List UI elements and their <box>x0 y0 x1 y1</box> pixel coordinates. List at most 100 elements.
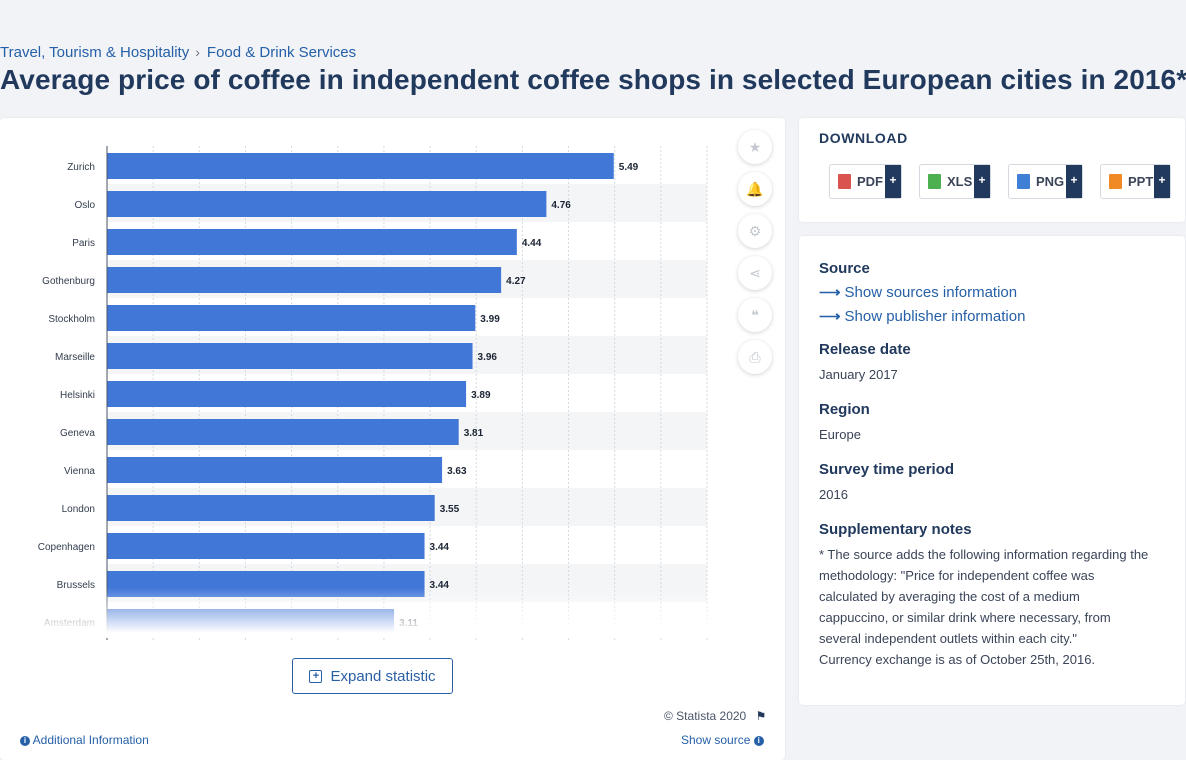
survey-period-block: Survey time period 2016 <box>819 461 1149 505</box>
value-label: 3.81 <box>464 428 484 439</box>
download-card: DOWNLOAD PDF + XLS + PNG + PPT + <box>799 118 1185 222</box>
expand-statistic-label: Expand statistic <box>330 667 436 685</box>
download-ppt-button[interactable]: PPT + <box>1100 164 1171 199</box>
bell-icon[interactable]: 🔔 <box>738 172 772 206</box>
copyright-text: © Statista 2020 <box>664 709 747 723</box>
category-label: Paris <box>72 238 95 249</box>
value-label: 3.63 <box>447 466 467 477</box>
region-value: Europe <box>819 427 861 442</box>
value-label: 3.96 <box>478 352 498 363</box>
category-label: Copenhagen <box>38 542 95 553</box>
meta-content: Source ⟶ Show sources information ⟶ Show p… <box>819 260 1149 686</box>
download-xls-button[interactable]: XLS + <box>919 164 991 199</box>
release-date-heading: Release date <box>819 341 911 358</box>
plus-square-icon: + <box>309 669 323 683</box>
supplementary-notes-text: * The source adds the following informat… <box>819 547 1149 646</box>
supplementary-notes-block: Supplementary notes * The source adds th… <box>819 521 1149 670</box>
category-label: Geneva <box>60 428 95 439</box>
category-label: Stockholm <box>48 314 95 325</box>
gear-icon[interactable]: ⚙ <box>738 214 772 248</box>
survey-period-value: 2016 <box>819 487 848 502</box>
print-glyph: ⎙ <box>749 348 761 365</box>
download-title: DOWNLOAD <box>819 130 908 146</box>
download-png-plus[interactable]: + <box>1066 165 1082 198</box>
bar[interactable] <box>107 495 435 521</box>
ppt-file-icon <box>1109 174 1122 189</box>
download-xls-label: XLS <box>947 174 973 189</box>
download-xls-plus[interactable]: + <box>974 165 990 198</box>
breadcrumb-link-travel[interactable]: Travel, Tourism & Hospitality <box>0 43 190 61</box>
share-glyph: ⋖ <box>749 264 761 281</box>
show-sources-link[interactable]: ⟶ Show sources information <box>819 283 1149 301</box>
quote-icon[interactable]: ❝ <box>738 298 772 332</box>
additional-information-label: Additional Information <box>32 733 149 747</box>
chart-card: Zurich 5.49 Oslo 4.76 Paris 4.44 Gothenburg 4.2… <box>0 118 785 760</box>
bar[interactable] <box>107 419 459 445</box>
additional-information-link[interactable]: i Additional Information <box>20 733 149 747</box>
show-source-link[interactable]: Show source i <box>681 733 764 747</box>
bar[interactable] <box>107 571 425 597</box>
supplementary-notes-heading: Supplementary notes <box>819 521 972 538</box>
bar[interactable] <box>107 305 476 331</box>
value-label: 5.49 <box>619 162 639 173</box>
category-label: London <box>62 504 95 515</box>
download-ppt-plus[interactable]: + <box>1154 165 1170 198</box>
page-title: Average price of coffee in independent c… <box>0 64 1186 95</box>
breadcrumb-separator: › <box>195 44 200 61</box>
category-label: Helsinki <box>60 390 95 401</box>
category-label: Oslo <box>74 200 95 211</box>
category-label: Gothenburg <box>42 276 95 287</box>
bar[interactable] <box>107 343 473 369</box>
region-block: Region Europe <box>819 401 1149 445</box>
expand-statistic-button[interactable]: + Expand statistic <box>292 658 453 694</box>
top-strip <box>0 0 1186 36</box>
bar[interactable] <box>107 153 614 179</box>
category-label: Vienna <box>64 466 95 477</box>
breadcrumb: Travel, Tourism & Hospitality › Food & Dri… <box>0 43 356 61</box>
category-label: Amsterdam <box>44 618 95 629</box>
bar[interactable] <box>107 267 502 293</box>
notification-glyph: 🔔 <box>746 180 764 197</box>
download-pdf-label: PDF <box>857 174 883 189</box>
bar[interactable] <box>107 457 443 483</box>
show-sources-label: Show sources information <box>844 284 1018 301</box>
value-label: 3.55 <box>440 504 460 515</box>
show-publisher-label: Show publisher information <box>844 308 1026 325</box>
cite-glyph: ❝ <box>751 306 759 323</box>
bar[interactable] <box>107 191 547 217</box>
bar[interactable] <box>107 229 517 255</box>
chart-action-bar: ★ 🔔 ⚙ ⋖ ❝ ⎙ <box>738 130 772 382</box>
download-png-button[interactable]: PNG + <box>1008 164 1083 199</box>
pdf-file-icon <box>838 174 851 189</box>
bar[interactable] <box>107 609 395 635</box>
source-heading: Source <box>819 260 870 277</box>
share-icon[interactable]: ⋖ <box>738 256 772 290</box>
settings-glyph: ⚙ <box>748 222 762 239</box>
download-pdf-button[interactable]: PDF + <box>829 164 902 199</box>
download-buttons: PDF + XLS + PNG + PPT + <box>829 164 1171 202</box>
breadcrumb-link-food-drink[interactable]: Food & Drink Services <box>206 43 357 61</box>
release-date-block: Release date January 2017 <box>819 341 1149 385</box>
bar[interactable] <box>107 381 467 407</box>
arrow-right-icon: ⟶ <box>819 308 841 325</box>
value-label: 4.44 <box>522 238 542 249</box>
source-block: Source ⟶ Show sources information ⟶ Show p… <box>819 260 1149 325</box>
copyright: © Statista 2020 ⚑ <box>664 709 766 723</box>
png-file-icon <box>1017 174 1030 189</box>
category-label: Zurich <box>67 162 95 173</box>
bar[interactable] <box>107 533 425 559</box>
arrow-right-icon: ⟶ <box>819 284 841 301</box>
info-icon: i <box>753 735 764 746</box>
star-icon[interactable]: ★ <box>738 130 772 164</box>
value-label: 4.27 <box>506 276 526 287</box>
region-heading: Region <box>819 401 870 418</box>
print-icon[interactable]: ⎙ <box>738 340 772 374</box>
bar-chart: Zurich 5.49 Oslo 4.76 Paris 4.44 Gothenburg 4.2… <box>38 146 708 640</box>
category-label: Brussels <box>57 580 95 591</box>
favorite-glyph: ★ <box>748 138 762 155</box>
flag-icon[interactable]: ⚑ <box>755 709 767 723</box>
download-pdf-plus[interactable]: + <box>885 165 901 198</box>
value-label: 3.89 <box>471 390 491 401</box>
info-icon: i <box>20 735 30 746</box>
show-publisher-link[interactable]: ⟶ Show publisher information <box>819 307 1149 325</box>
